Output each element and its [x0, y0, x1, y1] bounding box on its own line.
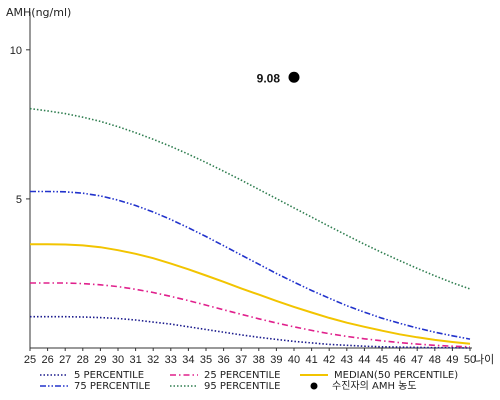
legend-label: 95 PERCENTILE — [204, 381, 280, 392]
patient-amh-value-label: 9.08 — [257, 71, 281, 85]
legend-label: 5 PERCENTILE — [74, 370, 144, 381]
x-tick-label: 34 — [182, 354, 194, 366]
x-tick-label: 37 — [235, 354, 247, 366]
x-tick-label: 33 — [165, 354, 177, 366]
x-tick-label: 36 — [217, 354, 229, 366]
x-tick-label: 50 — [464, 354, 476, 366]
x-tick-label: 41 — [305, 354, 317, 366]
x-tick-label: 46 — [393, 354, 405, 366]
series-line-median-50-percentile- — [30, 243, 471, 345]
x-tick-label: 25 — [24, 354, 36, 366]
x-tick-label: 30 — [112, 354, 124, 366]
legend-point-marker — [310, 382, 318, 390]
legend: 5 PERCENTILE 25 PERCENTILE MEDIAN(50 PERCE… — [40, 370, 458, 392]
series-line-95-percentile — [29, 107, 471, 290]
series-lines — [29, 107, 471, 349]
x-tick-label: 40 — [288, 354, 300, 366]
x-tick-label: 35 — [200, 354, 212, 366]
x-tick-label: 28 — [77, 354, 89, 366]
x-tick-label: 26 — [41, 354, 53, 366]
x-tick-label: 48 — [429, 354, 441, 366]
x-tick-label: 38 — [253, 354, 265, 366]
patient-point: 9.08 — [257, 71, 300, 85]
y-tick-label: 10 — [10, 45, 22, 57]
x-tick-label: 31 — [129, 354, 141, 366]
legend-label: 수진자의 AMH 농도 — [332, 380, 417, 392]
legend-label: MEDIAN(50 PERCENTILE) — [334, 370, 458, 381]
series-line-5-percentile — [30, 315, 471, 349]
x-tick-label: 27 — [59, 354, 71, 366]
series-line-25-percentile — [30, 282, 471, 348]
legend-label: 75 PERCENTILE — [74, 381, 150, 392]
y-axis-label: AMH(ng/ml) — [6, 6, 71, 19]
x-tick-label: 32 — [147, 354, 159, 366]
x-tick-label: 47 — [411, 354, 423, 366]
x-tick-label: 44 — [358, 354, 370, 366]
x-axis-label: 나이 — [474, 353, 494, 366]
legend-label: 25 PERCENTILE — [204, 370, 280, 381]
patient-amh-point — [288, 71, 300, 83]
x-tick-label: 43 — [341, 354, 353, 366]
series-line-75-percentile — [30, 190, 471, 340]
x-tick-label: 49 — [446, 354, 458, 366]
x-tick-label: 39 — [270, 354, 282, 366]
x-tick-label: 45 — [376, 354, 388, 366]
y-tick-label: 5 — [16, 194, 22, 206]
axes: 5 10 25 26 27 28 29 30 31 32 33 34 35 36 37 38 39 40 41 42 4… — [10, 12, 476, 366]
x-tick-label: 29 — [94, 354, 106, 366]
x-tick-label: 42 — [323, 354, 335, 366]
